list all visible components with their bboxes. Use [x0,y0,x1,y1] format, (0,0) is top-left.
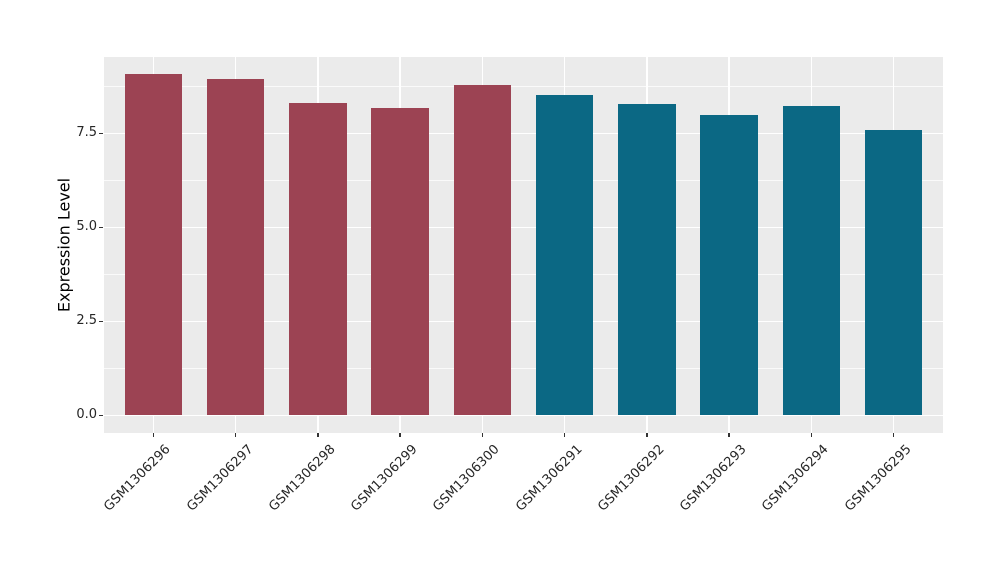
x-tick-mark [399,433,401,437]
x-tick-mark [892,433,895,437]
x-tick-mark [728,433,730,437]
gridline-minor [104,179,943,181]
gridline-major [104,320,943,323]
x-tick-mark [481,433,484,437]
bar-GSM1306297 [206,79,265,416]
x-tick-mark [563,433,566,437]
x-tick-mark [152,433,155,437]
bar-GSM1306300 [453,85,512,416]
gridline-major [104,414,943,417]
bar-GSM1306298 [289,103,347,416]
y-tick-mark [99,226,103,229]
bar-GSM1306296 [124,73,183,416]
y-tick-mark [99,414,103,417]
y-tick-label: 0.0 [76,407,97,423]
gridline-minor [104,367,943,369]
x-tick-mark [317,433,319,437]
bar-GSM1306292 [618,103,676,416]
y-axis-title: Expression Level [54,177,74,313]
y-tick-label: 2.5 [76,313,97,329]
x-tick-mark [810,433,813,437]
gridline-major [104,226,943,229]
gridline-minor [104,273,943,275]
y-tick-label: 7.5 [76,125,97,141]
y-tick-label: 5.0 [76,219,97,235]
y-tick-mark [99,320,103,323]
x-tick-mark [646,433,648,437]
bar-GSM1306291 [535,94,594,416]
bar-GSM1306295 [864,129,923,416]
bar-GSM1306293 [700,114,758,416]
x-tick-mark [234,433,237,437]
bar-GSM1306299 [371,107,429,416]
bar-GSM1306294 [782,105,841,416]
plot-panel [104,57,943,433]
y-tick-mark [99,132,103,135]
gridline-minor [104,85,943,87]
gridline-major [104,132,943,135]
